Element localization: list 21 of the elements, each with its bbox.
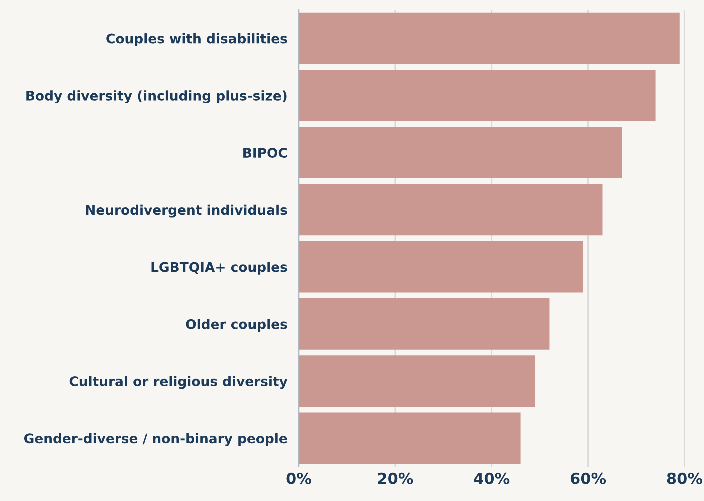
y-tick-label: Gender-diverse / non-binary people bbox=[24, 433, 288, 446]
bar bbox=[299, 298, 550, 350]
bar bbox=[299, 356, 536, 408]
x-tick-label: 40% bbox=[474, 472, 510, 484]
bar bbox=[299, 412, 521, 464]
y-tick-label: Couples with disabilities bbox=[106, 34, 288, 46]
x-tick-label: 80% bbox=[667, 472, 703, 484]
bar bbox=[299, 12, 680, 64]
y-tick-label: Cultural or religious diversity bbox=[70, 376, 288, 390]
y-tick-label: Neurodivergent individuals bbox=[86, 204, 288, 218]
bar bbox=[299, 127, 622, 179]
y-tick-label: Older couples bbox=[186, 319, 288, 332]
bar bbox=[299, 184, 603, 236]
bar bbox=[299, 241, 584, 293]
x-tick-label: 60% bbox=[570, 472, 606, 484]
x-tick-label: 20% bbox=[378, 472, 414, 484]
y-tick-label: LGBTQIA+ couples bbox=[152, 262, 288, 275]
bar bbox=[299, 70, 656, 122]
x-tick-label: 0% bbox=[286, 472, 312, 484]
y-tick-label: BIPOC bbox=[244, 148, 288, 158]
y-tick-label: Body diversity (including plus-size) bbox=[26, 90, 287, 104]
